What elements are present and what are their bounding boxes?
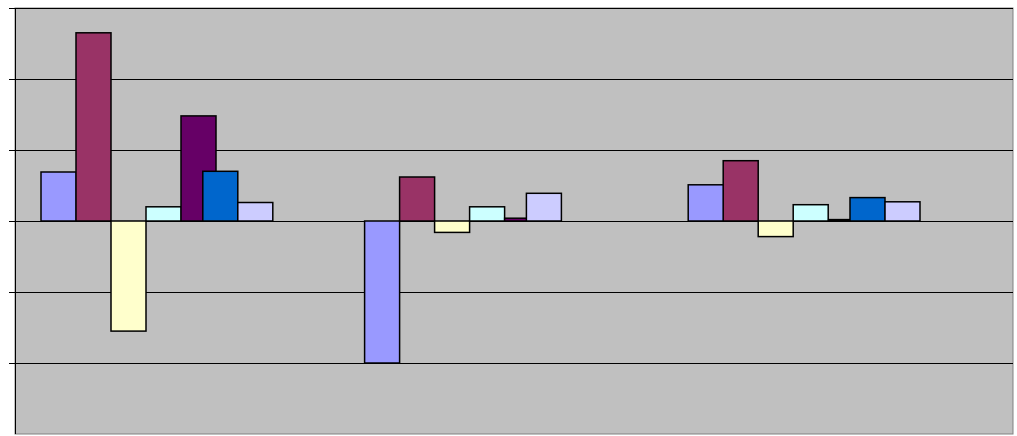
bar-series-4-category-5 bbox=[792, 203, 829, 222]
bar-series-3-category-5 bbox=[757, 220, 794, 238]
bar-series-2-category-5 bbox=[722, 159, 759, 222]
bars bbox=[40, 32, 921, 364]
bar-series-4-category-1 bbox=[145, 206, 182, 222]
bar-series-2-category-3 bbox=[398, 176, 436, 222]
bar-series-3-category-3 bbox=[433, 220, 471, 234]
bar-series-2-category-1 bbox=[75, 32, 112, 222]
bar-series-6-category-2 bbox=[202, 170, 239, 222]
bar-series-7-category-2 bbox=[237, 201, 274, 222]
bar-series-1-category-1 bbox=[40, 171, 77, 222]
bar-series-1-category-3 bbox=[363, 220, 401, 364]
bar-series-7-category-6 bbox=[884, 201, 921, 222]
bar-series-1-category-5 bbox=[687, 184, 724, 222]
bar-series-3-category-1 bbox=[110, 220, 147, 332]
bar-series-7-category-4 bbox=[525, 192, 563, 222]
bar-series-4-category-3 bbox=[468, 206, 506, 222]
y-axis bbox=[9, 8, 16, 434]
bar-series-5-category-1 bbox=[180, 115, 217, 222]
bar-series-6-category-6 bbox=[849, 196, 886, 222]
